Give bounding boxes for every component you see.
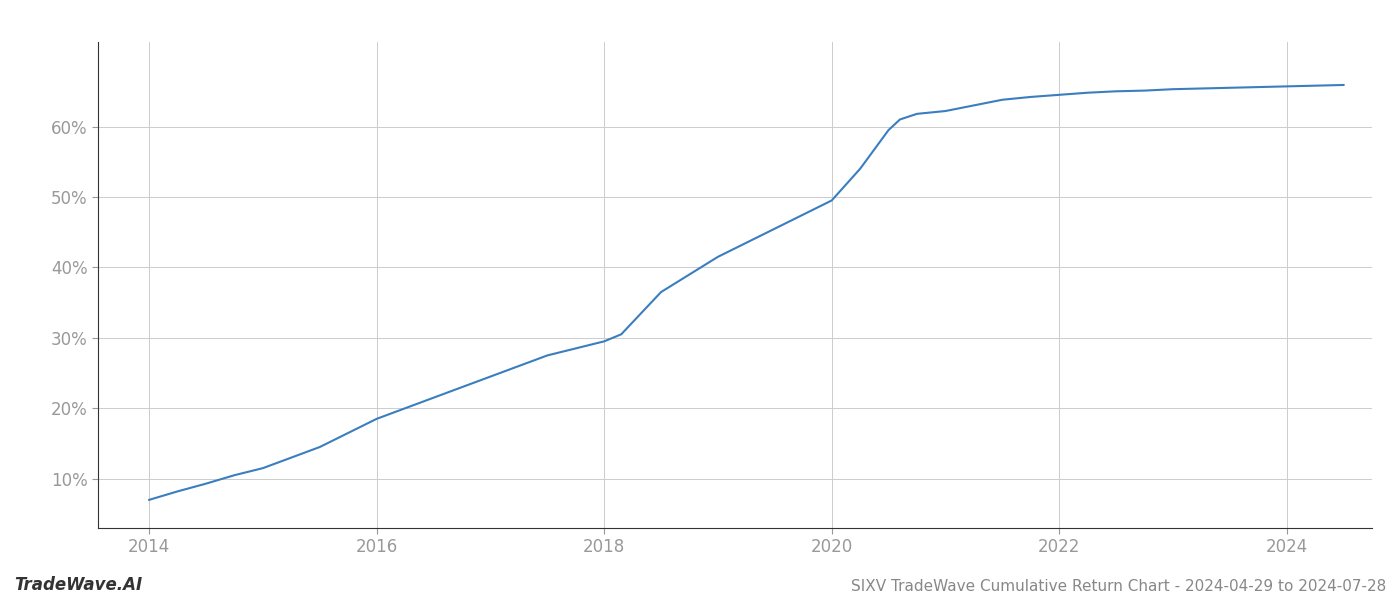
Text: SIXV TradeWave Cumulative Return Chart - 2024-04-29 to 2024-07-28: SIXV TradeWave Cumulative Return Chart -… <box>851 579 1386 594</box>
Text: TradeWave.AI: TradeWave.AI <box>14 576 143 594</box>
